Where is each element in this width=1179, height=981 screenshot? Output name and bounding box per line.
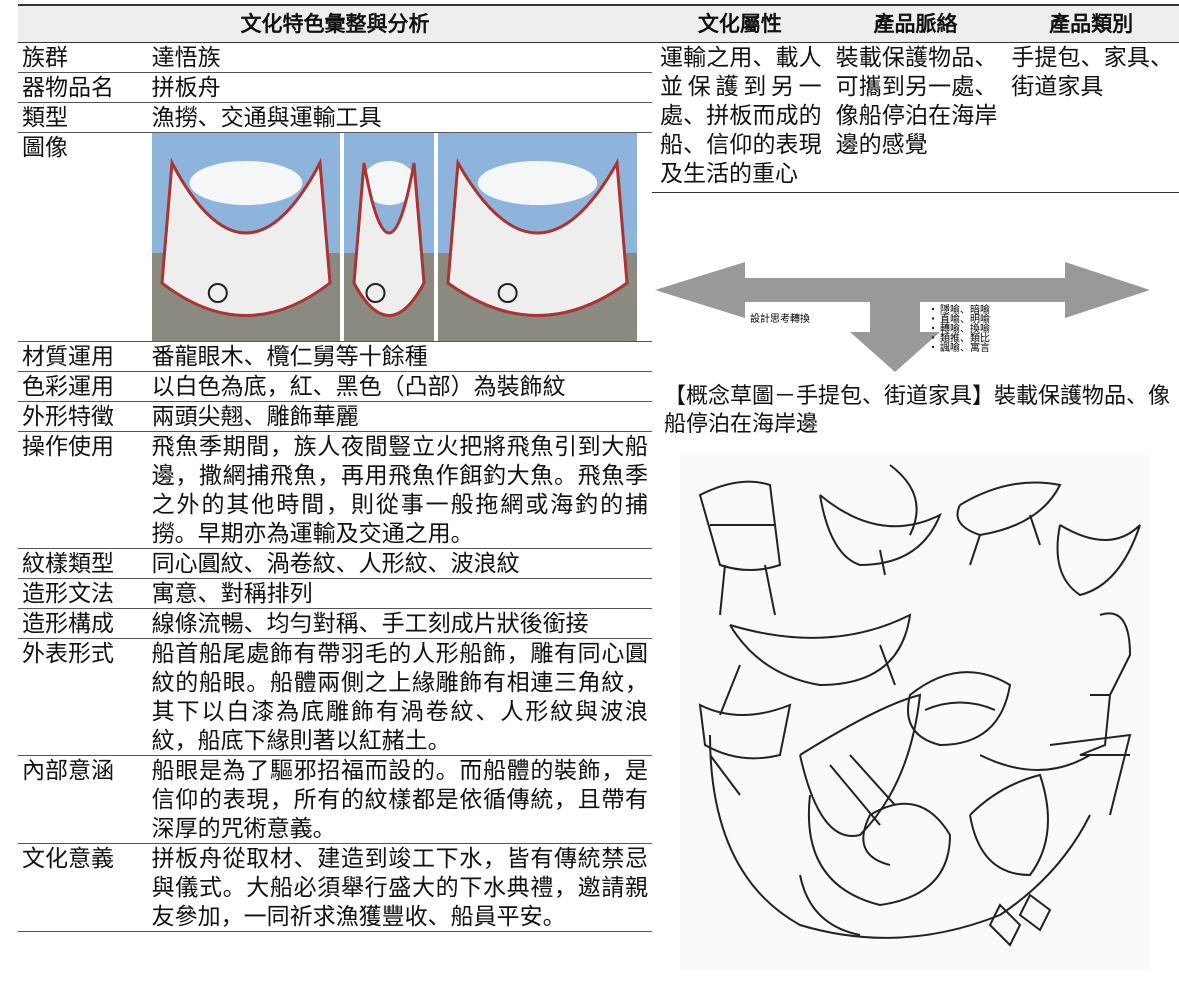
table-row: 色彩運用 以白色為底，紅、黑色（凸部）為裝飾紋 [18, 371, 652, 402]
row-value: 寓意、對稱排列 [147, 578, 652, 609]
table-row: 類型 漁撈、交通與運輸工具 [18, 102, 652, 133]
table-row: 族群 達悟族 [18, 42, 652, 73]
column-header: 產品類別 [1003, 4, 1179, 43]
table-row: 外形特徵 兩頭尖翹、雕飾華麗 [18, 401, 652, 432]
row-value: 線條流暢、均勻對稱、手工刻成片狀後銜接 [147, 608, 652, 639]
cloud [477, 161, 597, 205]
row-label: 造形文法 [18, 578, 148, 609]
row-label: 文化意義 [18, 843, 148, 932]
product-cell: 手提包、家具、街道家具 [1003, 42, 1179, 193]
sketch-lines [698, 464, 1141, 947]
table-header: 文化特色彙整與分析 [18, 4, 652, 43]
product-cell: 裝載保護物品、可攜到另一處、像船停泊在海岸邊的感覺 [827, 42, 1004, 193]
row-value: 拼板舟從取材、建造到竣工下水，皆有傳統禁忌與儀式。大船必須舉行盛大的下水典禮，邀… [147, 843, 652, 932]
cloud [189, 161, 303, 205]
boat [352, 162, 426, 317]
row-label: 造形構成 [18, 608, 148, 639]
boat-eye [207, 283, 228, 303]
row-value: 番龍眼木、欖仁舅等十餘種 [147, 341, 652, 372]
table-row: 紋樣類型 同心圓紋、渦卷紋、人形紋、波浪紋 [18, 548, 652, 579]
row-label: 器物品名 [18, 72, 148, 103]
table-row: 器物品名 拼板舟 [18, 72, 652, 103]
row-label: 類型 [18, 102, 148, 133]
row-label: 外形特徵 [18, 401, 148, 432]
cloud [361, 161, 416, 205]
table-row: 造形構成 線條流暢、均勻對稱、手工刻成片狀後銜接 [18, 608, 652, 639]
analysis-table: 文化特色彙整與分析 族群 達悟族 器物品名 拼板舟 類型 漁撈、交通與運輸工具 圖像 材質運用番… [18, 4, 652, 932]
row-value: 拼板舟 [147, 72, 652, 103]
boat-eye [497, 283, 518, 303]
photo [151, 133, 340, 341]
arrow [655, 262, 1150, 372]
diagram-item: 諷喻、寓言 [940, 341, 990, 354]
boat-photos [151, 133, 637, 341]
row-value: 以白色為底，紅、黑色（凸部）為裝飾紋 [147, 371, 652, 402]
sketch-paper [680, 455, 1150, 970]
product-cell: 運輸之用、載人並保護到另一處、拼板而成的船、信仰的表現及生活的重心 [652, 42, 828, 193]
caption: 【概念草圖－手提包、街道家具】裝載保護物品、像船停泊在海岸邊 [664, 383, 1171, 436]
bullet [931, 336, 935, 339]
row-value: 漁撈、交通與運輸工具 [147, 102, 652, 133]
bullet [931, 317, 935, 320]
concept-sketch [680, 455, 1150, 970]
row-value: 船眼是為了驅邪招福而設的。而船體的裝飾，是信仰的表現，所有的紋樣都是依循傳統，且… [147, 755, 652, 844]
bullet [931, 326, 935, 330]
photo [437, 133, 637, 341]
table-row: 內部意涵 船眼是為了驅邪招福而設的。而船體的裝飾，是信仰的表現，所有的紋樣都是依循… [18, 755, 652, 844]
row-label: 操作使用 [18, 431, 148, 549]
row-label: 紋樣類型 [18, 548, 148, 579]
row-value: 船首船尾處飾有帶羽毛的人形船飾，雕有同心圓紋的船眼。船體兩側之上緣雕飾有相連三角… [147, 638, 652, 756]
row-label: 圖像 [18, 132, 148, 342]
diagram-item: 直喻、明喻 [940, 313, 990, 326]
row-value: 同心圓紋、渦卷紋、人形紋、波浪紋 [147, 548, 652, 579]
table-row: 文化意義 拼板舟從取材、建造到竣工下水，皆有傳統禁忌與儀式。大船必須舉行盛大的下水… [18, 843, 652, 932]
bullet [931, 307, 935, 311]
photo [343, 133, 434, 341]
boat [446, 158, 629, 317]
boat [160, 157, 332, 317]
bullet [931, 345, 935, 349]
diagram-item: 隱喻、暗喻 [940, 303, 990, 316]
diagram-item: 類推、類比 [940, 332, 990, 345]
row-label: 外表形式 [18, 638, 148, 756]
table-row: 操作使用 飛魚季期間，族人夜間豎立火把將飛魚引到大船邊，撒網捕飛魚，再用飛魚作餌釣… [18, 431, 652, 549]
product-table: 文化屬性 產品脈絡 產品類別運輸之用、載人並保護到另一處、拼板而成的船、信仰的表現及… [652, 4, 1179, 193]
photo-cell [147, 132, 652, 342]
column-header: 文化屬性 [652, 4, 828, 43]
row-value: 飛魚季期間，族人夜間豎立火把將飛魚引到大船邊，撒網捕飛魚，再用飛魚作餌釣大魚。飛… [147, 431, 652, 549]
row-value: 兩頭尖翹、雕飾華麗 [147, 401, 652, 432]
center-label: 設計思考轉換 [750, 312, 810, 325]
row-label: 族群 [18, 42, 148, 73]
table-row: 造形文法 寓意、對稱排列 [18, 578, 652, 609]
diagram-item: 轉喻、換喻 [940, 322, 990, 335]
table-row: 外表形式 船首船尾處飾有帶羽毛的人形船飾，雕有同心圓紋的船眼。船體兩側之上緣雕飾有… [18, 638, 652, 756]
row-label: 內部意涵 [18, 755, 148, 844]
table-row: 圖像 [18, 132, 652, 342]
table-row: 材質運用 番龍眼木、欖仁舅等十餘種 [18, 341, 652, 372]
row-label: 材質運用 [18, 341, 148, 372]
boat-eye [365, 283, 386, 303]
row-value: 達悟族 [147, 42, 652, 73]
row-label: 色彩運用 [18, 371, 148, 402]
column-header: 產品脈絡 [827, 4, 1004, 43]
